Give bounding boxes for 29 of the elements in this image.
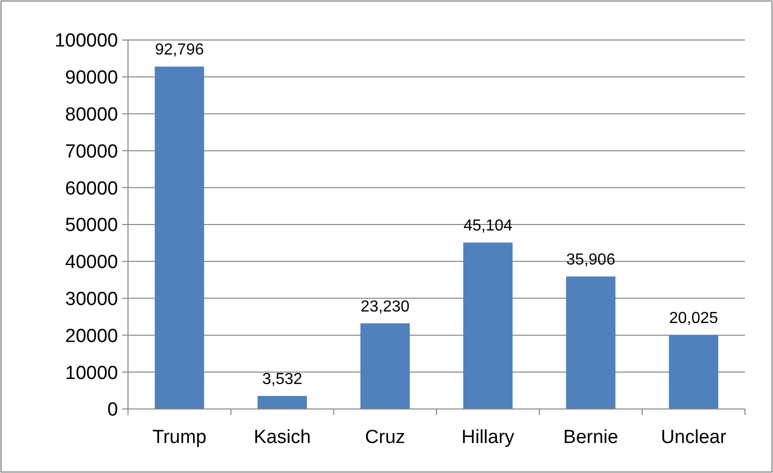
- x-tick-label: Hillary: [462, 427, 515, 448]
- y-tick-label: 50000: [65, 215, 118, 236]
- data-label: 20,025: [669, 310, 718, 328]
- y-tick-label: 80000: [65, 104, 118, 126]
- x-tick-label: Unclear: [660, 427, 727, 448]
- data-label: 35,906: [566, 252, 616, 269]
- data-label: 92,796: [154, 42, 204, 59]
- bar: [566, 276, 616, 409]
- y-tick-label: 90000: [65, 68, 118, 89]
- y-tick-label: 40000: [65, 252, 118, 274]
- y-tick-label: 0: [107, 400, 118, 421]
- bar: [258, 396, 307, 409]
- data-label: 23,230: [360, 298, 410, 316]
- y-tick-label: 100000: [54, 30, 118, 52]
- y-tick-label: 20000: [65, 326, 118, 347]
- x-tick-label: Bernie: [563, 427, 618, 448]
- bar: [463, 242, 513, 409]
- bar: [154, 66, 204, 409]
- x-tick-label: Kasich: [254, 427, 311, 448]
- bar: [360, 323, 410, 409]
- data-label: 3,532: [262, 370, 302, 388]
- y-tick-label: 30000: [65, 288, 118, 310]
- y-tick-label: 60000: [65, 178, 118, 200]
- x-tick-label: Trump: [152, 427, 207, 448]
- data-label: 45,104: [463, 218, 512, 235]
- x-tick-label: Cruz: [365, 427, 406, 448]
- y-tick-label: 70000: [65, 141, 118, 162]
- y-tick-label: 10000: [65, 362, 118, 384]
- bar: [668, 335, 718, 409]
